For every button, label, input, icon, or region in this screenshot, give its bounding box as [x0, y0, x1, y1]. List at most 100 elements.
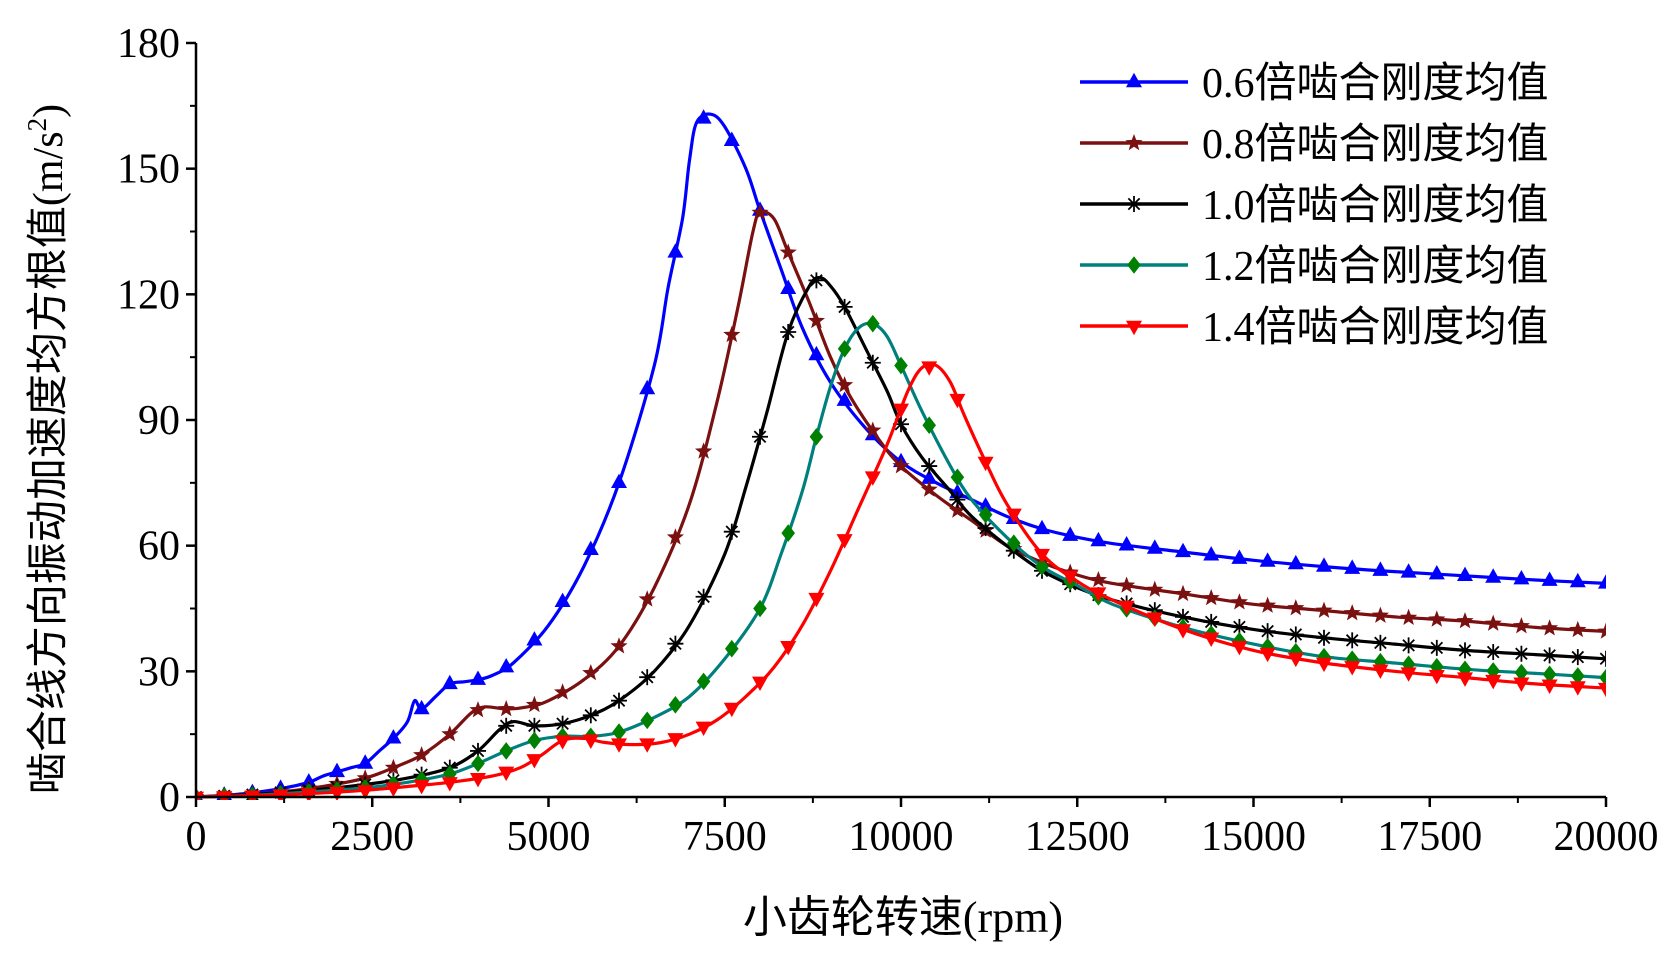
legend-label: 0.6倍啮合刚度均值	[1202, 60, 1549, 107]
data-point-marker	[1599, 668, 1606, 687]
y-axis-label-end: )	[26, 104, 72, 118]
data-point-marker	[1372, 634, 1389, 651]
data-point-marker	[497, 700, 515, 717]
legend-label: 1.4倍啮合刚度均值	[1202, 304, 1549, 351]
data-point-marker	[385, 729, 402, 744]
data-point-marker	[1542, 665, 1557, 684]
data-point-marker	[1372, 664, 1389, 679]
data-point-marker	[780, 279, 797, 294]
data-point-marker	[1146, 612, 1163, 627]
data-point-marker	[1034, 548, 1050, 564]
data-point-marker	[1569, 649, 1586, 666]
legend-item: 1.0倍啮合刚度均值	[1080, 182, 1549, 229]
data-point-marker	[950, 468, 965, 487]
data-point-marker	[1118, 576, 1136, 593]
data-point-marker	[384, 758, 402, 775]
legend-label: 0.8倍啮合刚度均值	[1202, 121, 1549, 168]
data-point-marker	[696, 672, 711, 691]
data-point-marker	[723, 325, 741, 343]
legend-marker	[1126, 72, 1142, 88]
data-point-marker	[1175, 624, 1191, 639]
data-point-marker	[1541, 647, 1558, 664]
data-point-marker	[864, 354, 881, 371]
data-point-marker	[866, 314, 880, 333]
data-point-marker	[527, 731, 542, 750]
data-point-marker	[1598, 650, 1606, 667]
data-point-marker	[921, 469, 938, 484]
data-point-marker	[1513, 677, 1530, 692]
legend-label: 1.2倍啮合刚度均值	[1202, 243, 1549, 290]
data-point-marker	[300, 788, 317, 800]
series-line-4	[196, 321, 1606, 799]
data-point-marker	[893, 403, 909, 419]
y-axis-label-main: 啮合线方向振动加速度均方根值(m/s	[26, 131, 72, 794]
data-point-marker	[892, 457, 910, 474]
legend-marker	[1126, 320, 1142, 336]
legend-marker	[1125, 134, 1143, 151]
data-point-marker	[582, 664, 600, 681]
data-point-marker	[809, 427, 824, 446]
data-point-marker	[1146, 580, 1164, 597]
data-point-marker	[639, 738, 656, 753]
data-point-marker	[1089, 571, 1107, 588]
data-point-marker	[1203, 546, 1220, 561]
data-point-marker	[1090, 587, 1107, 602]
data-point-marker	[413, 746, 431, 763]
x-tick-label: 10000	[849, 814, 954, 860]
data-point-marker	[1512, 617, 1530, 634]
data-point-marker	[667, 635, 684, 652]
data-point-marker	[1541, 679, 1558, 694]
data-point-marker	[1456, 612, 1474, 629]
data-point-marker	[1035, 557, 1049, 576]
data-point-marker	[471, 754, 485, 773]
data-point-marker	[1541, 571, 1558, 586]
data-point-marker	[582, 707, 599, 724]
data-point-marker	[1569, 572, 1586, 588]
data-point-marker	[1371, 606, 1389, 623]
data-point-marker	[582, 540, 599, 556]
data-point-marker	[526, 717, 543, 734]
data-point-marker	[1343, 604, 1361, 621]
data-point-marker	[723, 131, 740, 146]
data-point-marker	[977, 497, 994, 512]
data-point-marker	[329, 786, 345, 800]
data-point-marker	[695, 442, 713, 459]
data-point-marker	[554, 592, 571, 607]
data-point-marker	[949, 491, 966, 508]
y-tick-label: 120	[117, 272, 180, 318]
data-point-marker	[1034, 519, 1050, 535]
data-point-marker	[1005, 508, 1022, 524]
data-point-marker	[1598, 682, 1606, 698]
data-point-marker	[752, 676, 768, 692]
data-point-marker	[1569, 620, 1587, 638]
data-point-marker	[526, 754, 543, 769]
data-point-marker	[1287, 626, 1304, 643]
legend-marker	[1127, 256, 1141, 274]
data-point-marker	[695, 721, 712, 737]
data-point-marker	[949, 393, 966, 409]
data-point-marker	[948, 501, 966, 518]
legend-marker	[1126, 196, 1142, 212]
data-point-marker	[1458, 660, 1472, 679]
y-axis-label: 啮合线方向振动加速度均方根值(m/s2)	[22, 104, 72, 794]
data-point-marker	[1202, 589, 1220, 606]
data-point-marker	[441, 777, 458, 792]
data-point-marker	[1231, 549, 1248, 564]
legend: 0.6倍啮合刚度均值 0.8倍啮合刚度均值 1.0倍啮合刚度均值 1.2倍啮合刚度均值…	[1080, 60, 1549, 351]
data-point-marker	[1428, 639, 1445, 656]
data-point-marker	[837, 339, 852, 358]
data-point-marker	[894, 356, 908, 375]
data-point-marker	[611, 473, 627, 489]
data-point-marker	[1344, 661, 1361, 676]
data-point-marker	[836, 298, 853, 315]
legend-item: 0.6倍啮合刚度均值	[1080, 60, 1549, 107]
y-tick-label: 60	[138, 524, 180, 570]
x-tick-label: 17500	[1377, 814, 1482, 860]
legend-item: 1.2倍啮合刚度均值	[1080, 243, 1549, 290]
data-point-marker	[752, 428, 768, 445]
data-point-marker	[498, 766, 515, 782]
data-point-marker	[668, 696, 683, 714]
series-line-2	[196, 210, 1606, 799]
data-point-marker	[1259, 552, 1276, 567]
